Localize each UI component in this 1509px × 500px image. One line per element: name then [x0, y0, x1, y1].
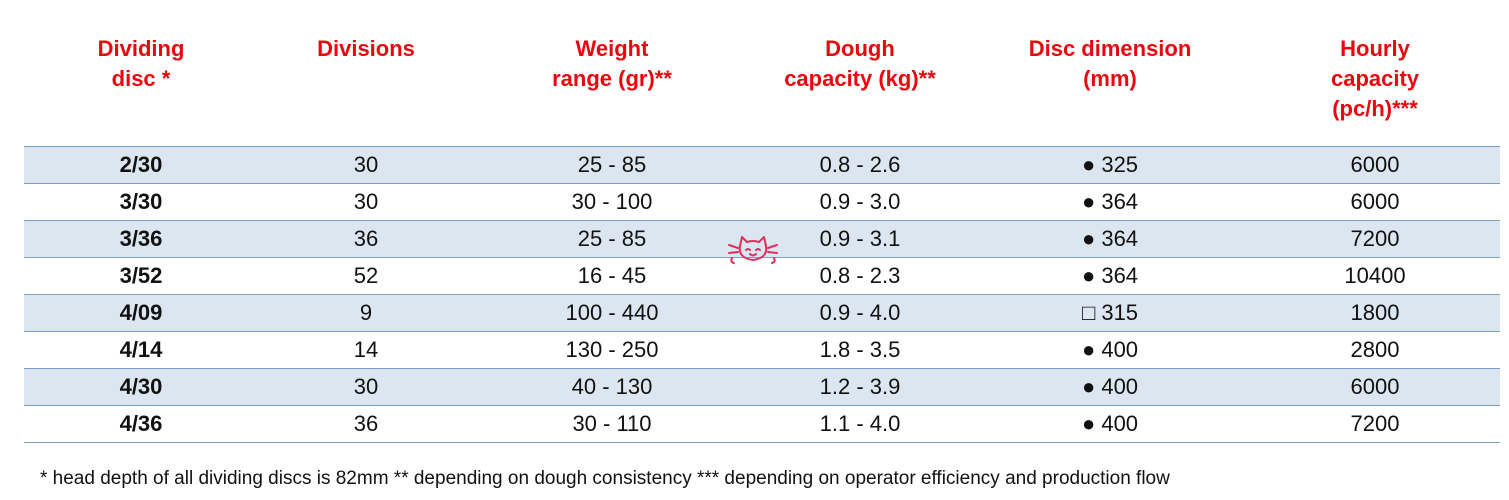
header-line: capacity (kg)**	[784, 66, 936, 91]
header-line: Weight	[575, 36, 649, 61]
table-row: 4/09 9 100 - 440 0.9 - 4.0 □ 315 1800	[24, 294, 1500, 332]
divisions-cell: 30	[258, 183, 474, 221]
disc-cell: 4/36	[24, 405, 258, 443]
header-line: Hourly	[1340, 36, 1410, 61]
disc-cell: 3/30	[24, 183, 258, 221]
header-line: Dough	[825, 36, 895, 61]
dimension-cell: ● 325	[970, 146, 1250, 184]
table-row: 4/30 30 40 - 130 1.2 - 3.9 ● 400 6000	[24, 368, 1500, 406]
weight-cell: 16 - 45	[474, 257, 750, 295]
divisions-cell: 30	[258, 146, 474, 184]
dough-cell: 0.8 - 2.6	[750, 146, 970, 184]
disc-cell: 3/36	[24, 220, 258, 258]
header-weight-range: Weight range (gr)**	[474, 30, 750, 147]
hourly-cell: 1800	[1250, 294, 1500, 332]
header-line: disc *	[111, 66, 171, 91]
dough-cell: 0.9 - 4.0	[750, 294, 970, 332]
header-dough-capacity: Dough capacity (kg)**	[750, 30, 970, 147]
weight-cell: 25 - 85	[474, 220, 750, 258]
disc-specifications-table: Dividing disc * Divisions Weight range (…	[24, 30, 1500, 443]
table-row: 2/30 30 25 - 85 0.8 - 2.6 ● 325 6000	[24, 146, 1500, 184]
header-hourly-capacity: Hourly capacity (pc/h)***	[1250, 30, 1500, 147]
dimension-cell: ● 400	[970, 368, 1250, 406]
divisions-cell: 9	[258, 294, 474, 332]
dimension-cell: ● 400	[970, 331, 1250, 369]
table-row: 3/30 30 30 - 100 0.9 - 3.0 ● 364 6000	[24, 183, 1500, 221]
cat-face-icon	[728, 236, 778, 264]
dough-cell: 0.8 - 2.3	[750, 257, 970, 295]
dimension-cell: ● 400	[970, 405, 1250, 443]
dough-cell: 1.2 - 3.9	[750, 368, 970, 406]
table-row: 3/52 52 16 - 45 0.8 - 2.3 ● 364 10400	[24, 257, 1500, 295]
hourly-cell: 7200	[1250, 405, 1500, 443]
header-line: (mm)	[1083, 66, 1137, 91]
hourly-cell: 10400	[1250, 257, 1500, 295]
header-line: (pc/h)***	[1332, 96, 1418, 121]
hourly-cell: 2800	[1250, 331, 1500, 369]
hourly-cell: 6000	[1250, 146, 1500, 184]
hourly-cell: 6000	[1250, 183, 1500, 221]
dough-cell: 0.9 - 3.0	[750, 183, 970, 221]
weight-cell: 130 - 250	[474, 331, 750, 369]
table-header-row: Dividing disc * Divisions Weight range (…	[24, 30, 1500, 147]
dimension-cell: ● 364	[970, 183, 1250, 221]
disc-cell: 4/09	[24, 294, 258, 332]
header-dividing-disc: Dividing disc *	[24, 30, 258, 147]
header-line: capacity	[1330, 66, 1420, 91]
divisions-cell: 52	[258, 257, 474, 295]
divisions-cell: 14	[258, 331, 474, 369]
weight-cell: 100 - 440	[474, 294, 750, 332]
divisions-cell: 36	[258, 405, 474, 443]
weight-cell: 25 - 85	[474, 146, 750, 184]
dimension-cell: ● 364	[970, 220, 1250, 258]
header-divisions: Divisions	[258, 30, 474, 147]
weight-cell: 30 - 100	[474, 183, 750, 221]
disc-cell: 4/14	[24, 331, 258, 369]
divisions-cell: 36	[258, 220, 474, 258]
weight-cell: 30 - 110	[474, 405, 750, 443]
header-line: Dividing	[97, 36, 185, 61]
footnote: * head depth of all dividing discs is 82…	[40, 468, 1170, 489]
disc-cell: 3/52	[24, 257, 258, 295]
header-line: range (gr)**	[552, 66, 672, 91]
hourly-cell: 6000	[1250, 368, 1500, 406]
weight-cell: 40 - 130	[474, 368, 750, 406]
dimension-cell: ● 364	[970, 257, 1250, 295]
disc-cell: 4/30	[24, 368, 258, 406]
header-line: Divisions	[317, 36, 415, 61]
disc-cell: 2/30	[24, 146, 258, 184]
dough-cell: 1.8 - 3.5	[750, 331, 970, 369]
dimension-cell: □ 315	[970, 294, 1250, 332]
table-row: 3/36 36 25 - 85 0.9 - 3.1 ● 364 7200	[24, 220, 1500, 258]
table-row: 4/14 14 130 - 250 1.8 - 3.5 ● 400 2800	[24, 331, 1500, 369]
dough-cell: 1.1 - 4.0	[750, 405, 970, 443]
dough-cell: 0.9 - 3.1	[750, 220, 970, 258]
header-line: Disc dimension	[1028, 36, 1192, 61]
table-row: 4/36 36 30 - 110 1.1 - 4.0 ● 400 7200	[24, 405, 1500, 443]
divisions-cell: 30	[258, 368, 474, 406]
header-disc-dimension: Disc dimension (mm)	[970, 30, 1250, 147]
hourly-cell: 7200	[1250, 220, 1500, 258]
